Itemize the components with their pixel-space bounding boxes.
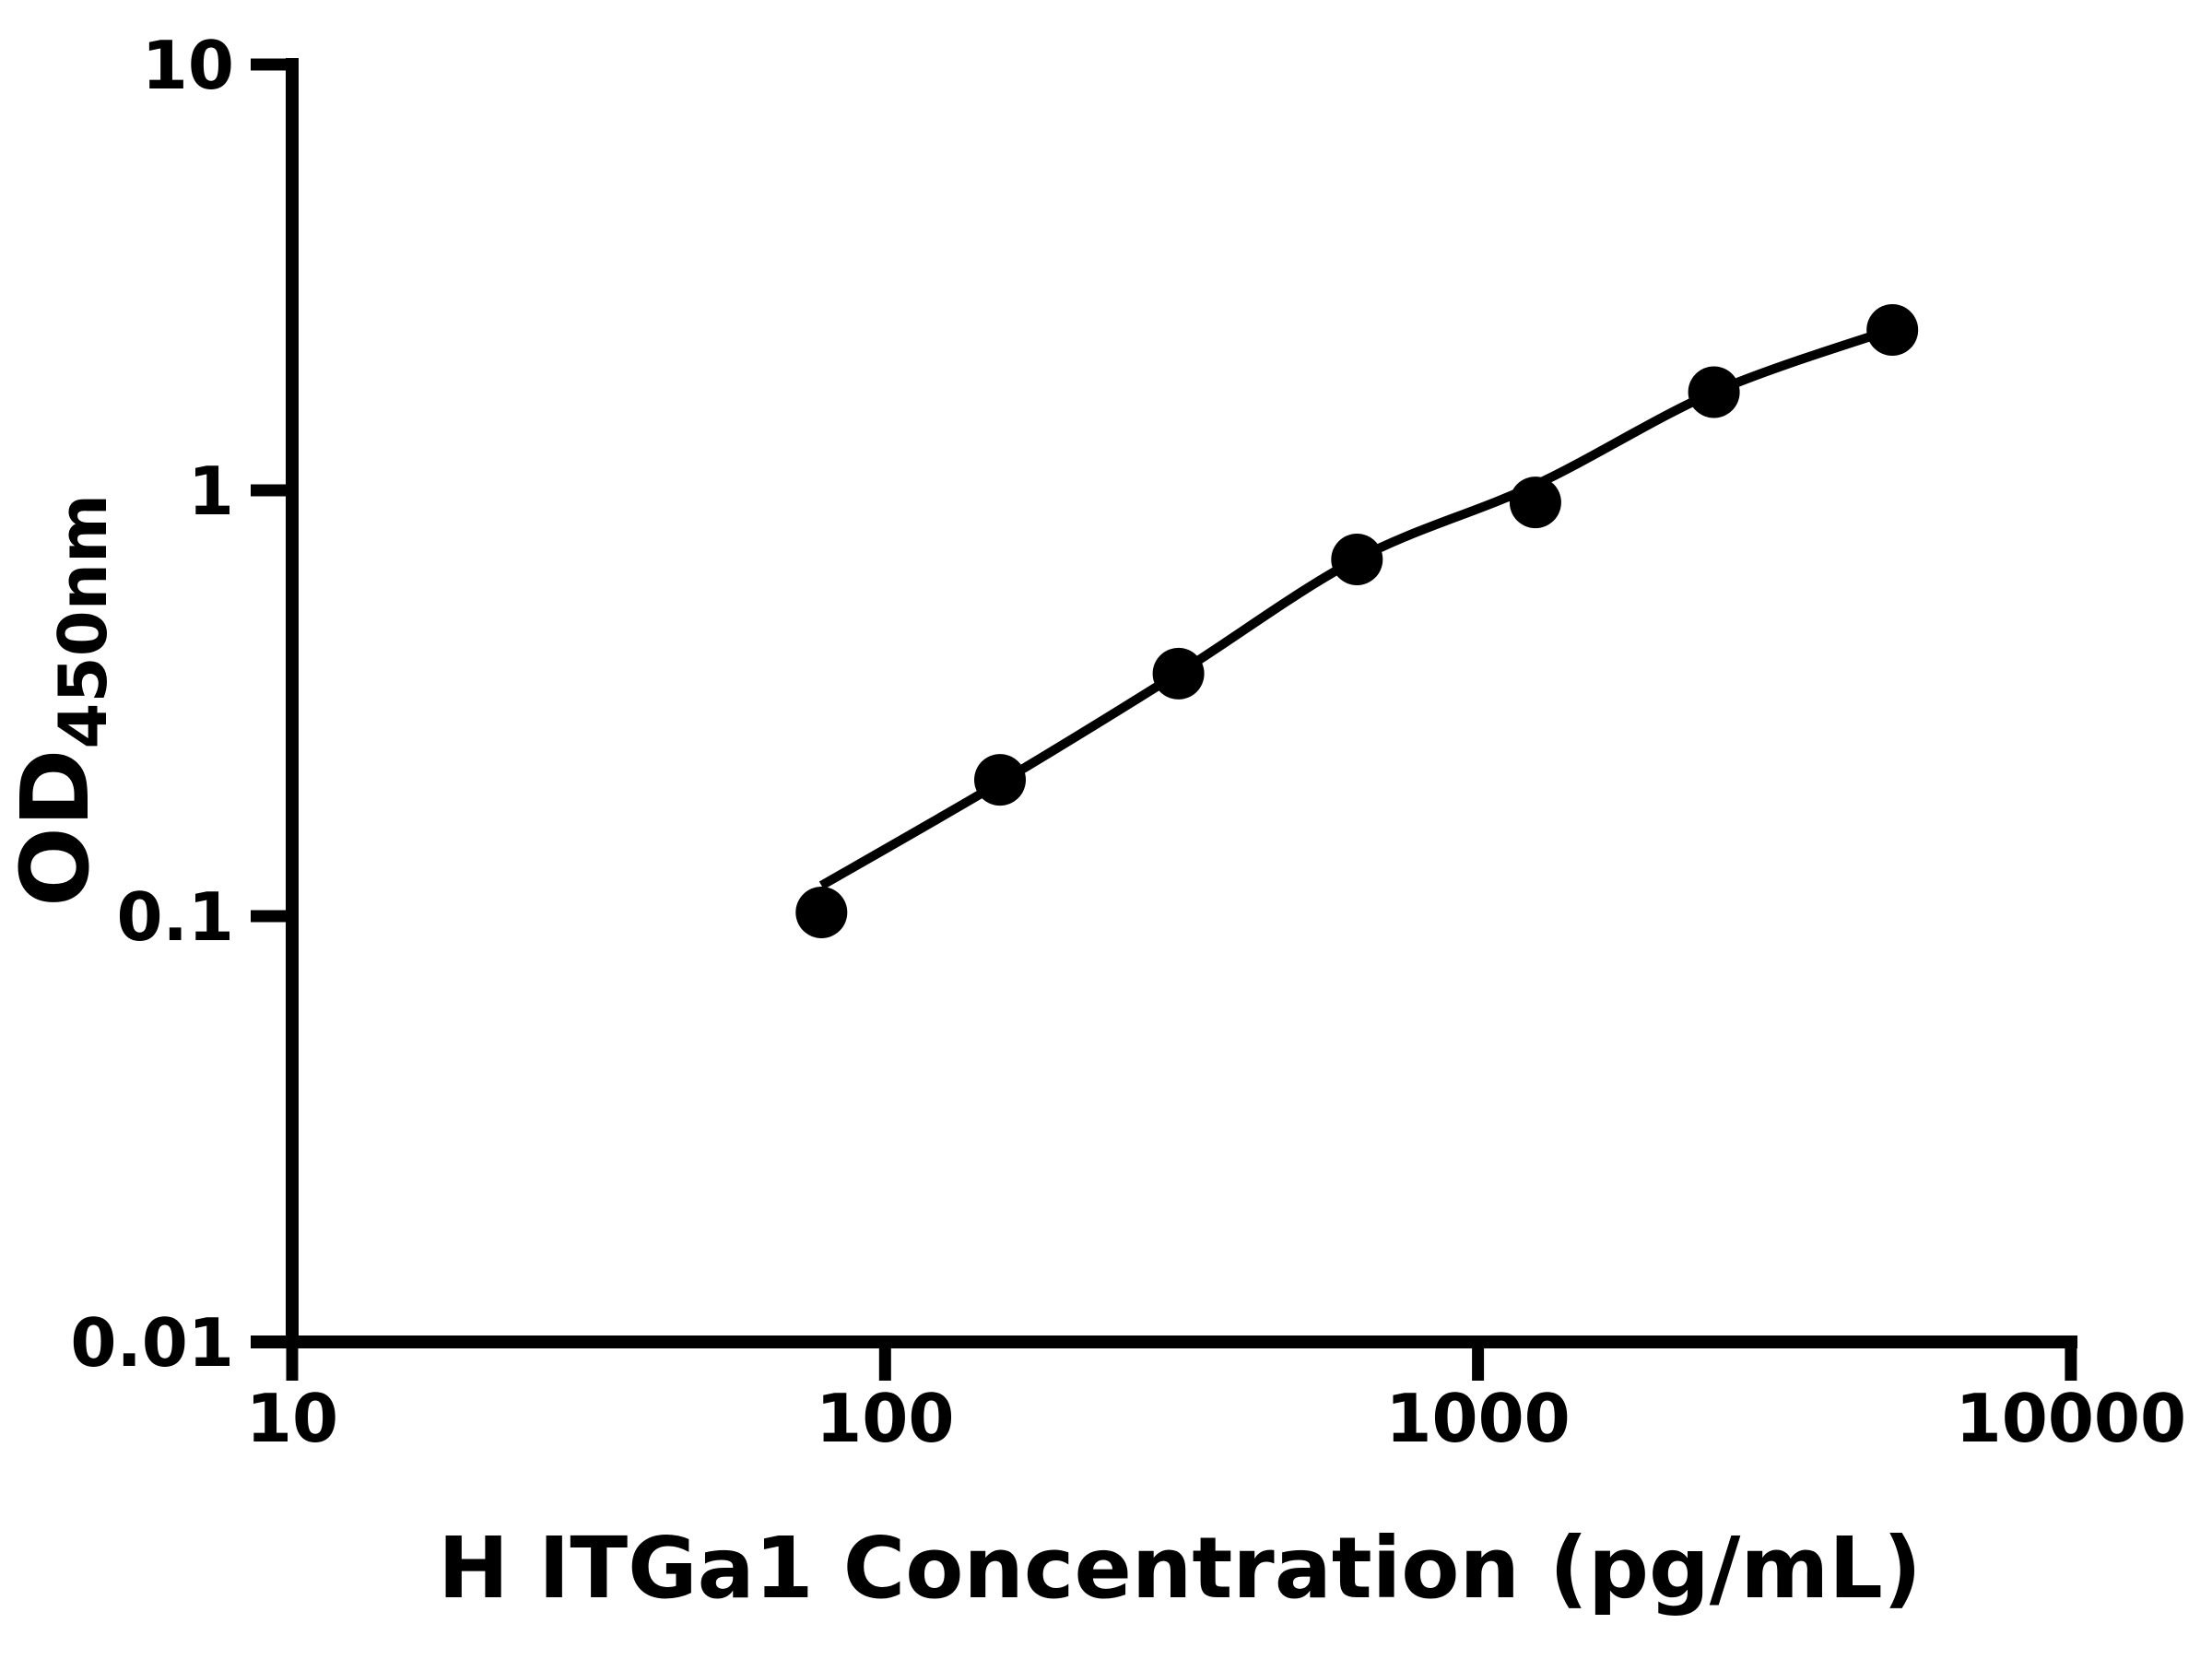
y-tick-label: 0.1 (116, 878, 234, 956)
fit-curve (818, 324, 1894, 890)
x-axis-title: H ITGa1 Concentration (pg/mL) (438, 1519, 1922, 1618)
data-point-marker (974, 754, 1026, 806)
x-tick-label: 10000 (1956, 1380, 2187, 1457)
data-point-marker (1509, 477, 1561, 529)
y-axis-title-subscript: 450nm (44, 494, 122, 749)
y-axis-title: OD450nm (1, 494, 122, 907)
x-tick-label: 10 (246, 1380, 338, 1457)
y-tick-label: 1 (188, 453, 234, 530)
y-tick-label: 0.01 (70, 1304, 234, 1382)
data-point-marker (1866, 304, 1919, 356)
data-point-marker (1331, 534, 1383, 585)
x-tick-label: 1000 (1385, 1380, 1570, 1457)
y-axis-title-main: OD (1, 749, 111, 907)
x-tick-label: 100 (816, 1380, 954, 1457)
y-tick-label: 10 (142, 27, 234, 104)
data-point-marker (795, 887, 848, 938)
data-point-marker (1688, 366, 1740, 418)
data-point-marker (1152, 647, 1205, 700)
